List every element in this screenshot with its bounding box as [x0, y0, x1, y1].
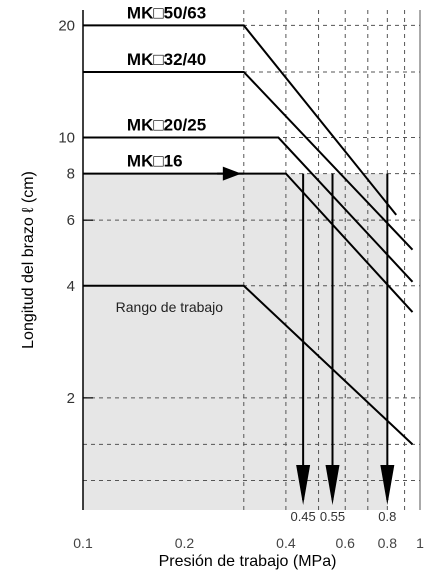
x-tick-label: 0.1: [73, 535, 93, 551]
x-tick-label: 0.4: [276, 535, 296, 551]
x-axis-title: Presión de trabajo (MPa): [159, 553, 337, 570]
series-label: MK□50/63: [127, 3, 206, 22]
arrow-label: 0.55: [320, 509, 345, 524]
work-range-label: Rango de trabajo: [116, 299, 224, 315]
series-label: MK□20/25: [127, 116, 206, 135]
y-tick-label: 20: [58, 17, 75, 34]
y-tick-label: 2: [67, 390, 75, 407]
series-label: MK□16: [127, 152, 183, 171]
y-tick-label: 8: [67, 166, 75, 183]
series-line: [83, 24, 397, 216]
series-line: [83, 284, 414, 446]
x-tick-label: 1: [416, 535, 424, 551]
y-axis-title: Longitud del brazo ℓ (cm): [20, 171, 37, 349]
y-tick-label: 10: [58, 130, 75, 147]
series-line: [83, 136, 414, 283]
series-label: MK□32/40: [127, 50, 206, 69]
arrow-label: 0.8: [378, 509, 396, 524]
arrow-down-head: [325, 465, 340, 505]
arrow-down-head: [380, 465, 395, 505]
work-range-area: [83, 173, 388, 510]
x-tick-label: 0.2: [175, 535, 195, 551]
arrow-label: 0.45: [290, 509, 315, 524]
arrow-right-head: [222, 166, 242, 181]
series-line: [83, 70, 414, 251]
y-tick-label: 6: [67, 212, 75, 229]
x-tick-label: 0.8: [378, 535, 398, 551]
series-line: [83, 172, 414, 313]
y-tick-label: 4: [67, 278, 75, 295]
arrow-down-head: [296, 465, 311, 505]
x-tick-label: 0.6: [336, 535, 356, 551]
